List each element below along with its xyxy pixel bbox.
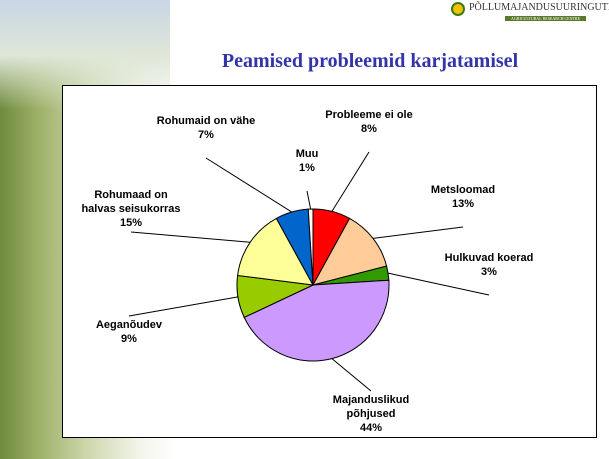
value-label: 1% [252,161,362,175]
slide: PÕLLUMAJANDUSUURINGUTE KESKUS AGRICULTUR… [0,0,609,459]
logo: PÕLLUMAJANDUSUURINGUTE KESKUS AGRICULTUR… [469,2,609,30]
leader-line [307,191,311,209]
category-label: Rohumaad on halvas seisukorras [76,188,186,216]
value-label: 8% [314,122,424,136]
value-label: 44% [316,421,426,435]
org-sub: AGRICULTURAL RESEARCH CENTRE [505,16,586,21]
category-label: Metsloomad [408,183,518,197]
leader-line [129,297,238,316]
org-name: PÕLLUMAJANDUSUURINGUTE KESKUS [469,2,609,13]
category-label: Probleeme ei ole [314,108,424,122]
value-label: 7% [151,128,261,142]
leader-line [131,232,250,242]
category-label: Rohumaid on vähe [151,114,261,128]
chart-title: Peamised probleemid karjatamisel [150,50,590,73]
logo-icon [451,2,465,16]
category-label: Muu [252,147,362,161]
leader-line [332,359,371,391]
value-label: 3% [434,265,544,279]
value-label: 9% [74,332,184,346]
category-label: Majanduslikud põhjused [316,393,426,421]
value-label: 13% [408,197,518,211]
category-label: Hulkuvad koerad [434,251,544,265]
value-label: 15% [76,216,186,230]
category-label: Aeganõudev [74,318,184,332]
leader-line [373,227,463,238]
